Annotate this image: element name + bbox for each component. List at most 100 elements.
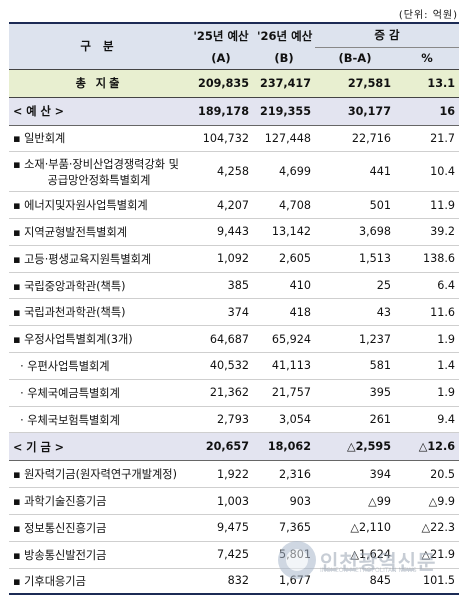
cell-diff: 1,513 <box>315 245 395 273</box>
cell-pct: 11.6 <box>395 298 460 327</box>
row-label: ▪ 정보통신진흥기금 <box>9 514 189 542</box>
row-label: · 우체국보험특별회계 <box>9 406 189 434</box>
cell-pct: 20.5 <box>395 460 460 489</box>
row-label-line1: ▪ 소재·부품·장비산업경쟁력강화 및 <box>13 157 179 171</box>
cell-diff: 845 <box>315 568 395 596</box>
row-label: ▪ 지역균형발전특별회계 <box>9 218 189 246</box>
cell-a: 1,922 <box>189 460 253 489</box>
table-row: ▪ 고등·평생교육지원특별회계 1,092 2,605 1,513 138.6 <box>9 245 460 273</box>
cell-b: 219,355 <box>253 96 315 126</box>
cell-a: 40,532 <box>189 352 253 380</box>
row-label: ▪ 고등·평생교육지원특별회계 <box>9 245 189 273</box>
cell-pct: 138.6 <box>395 245 460 273</box>
cell-pct: △22.3 <box>395 514 460 542</box>
cell-a: 9,443 <box>189 218 253 246</box>
cell-diff: △2,110 <box>315 514 395 542</box>
cell-b: 2,605 <box>253 245 315 273</box>
cell-pct: △12.6 <box>395 432 460 462</box>
cell-a: 104,732 <box>189 125 253 153</box>
cell-b: 410 <box>253 272 315 300</box>
cell-pct: △21.9 <box>395 541 460 569</box>
table-row: ▪ 정보통신진흥기금 9,475 7,365 △2,110 △22.3 <box>9 514 460 542</box>
cell-diff: 395 <box>315 379 395 407</box>
cell-a: 1,003 <box>189 487 253 516</box>
row-label: ▪ 에너지및자원사업특별회계 <box>9 191 189 220</box>
row-label: ▪ 과학기술진흥기금 <box>9 487 189 516</box>
unit-note: (단위: 억원) <box>398 10 458 21</box>
cell-diff: 43 <box>315 298 395 327</box>
header-2025: '25년 예산 <box>189 22 253 47</box>
cell-b: 21,757 <box>253 379 315 407</box>
header-change: 증 감 <box>315 22 460 48</box>
cell-pct: 39.2 <box>395 218 460 246</box>
table-row: · 우체국보험특별회계 2,793 3,054 261 9.4 <box>9 406 460 434</box>
cell-diff: 3,698 <box>315 218 395 246</box>
cell-b: 4,699 <box>253 151 315 193</box>
budget-table-body: 구 분 '25년 예산 '26년 예산 증 감 (A) (B) (B-A) % … <box>9 22 460 596</box>
cell-b: 237,417 <box>253 68 315 98</box>
section-row: < 기 금 >20,657 18,062 △2,595 △12.6 <box>9 432 460 462</box>
cell-diff: 22,716 <box>315 125 395 153</box>
cell-pct: 1.9 <box>395 325 460 354</box>
row-label: ▪ 국립과천과학관(책특) <box>9 298 189 327</box>
cell-diff: △2,595 <box>315 432 395 462</box>
cell-b: 418 <box>253 298 315 327</box>
header-2025-sub: (A) <box>189 47 253 70</box>
cell-a: 4,207 <box>189 191 253 220</box>
cell-diff: 441 <box>315 151 395 193</box>
cell-diff: 261 <box>315 406 395 434</box>
table-row: ▪ 기후대응기금 832 1,677 845 101.5 <box>9 568 460 596</box>
table-row: ▪ 국립중앙과학관(책특) 385 410 25 6.4 <box>9 272 460 300</box>
table-row: · 우편사업특별회계 40,532 41,113 581 1.4 <box>9 352 460 380</box>
row-label: ▪ 일반회계 <box>9 125 189 153</box>
cell-a: 385 <box>189 272 253 300</box>
row-label: ▪ 기후대응기금 <box>9 568 189 596</box>
table-row: ▪ 원자력기금(원자력연구개발계정) 1,922 2,316 394 20.5 <box>9 460 460 489</box>
cell-pct: 9.4 <box>395 406 460 434</box>
cell-b: 127,448 <box>253 125 315 153</box>
cell-b: 18,062 <box>253 432 315 462</box>
cell-b: 1,677 <box>253 568 315 596</box>
table-row: · 우체국예금특별회계 21,362 21,757 395 1.9 <box>9 379 460 407</box>
cell-b: 4,708 <box>253 191 315 220</box>
row-label: ▪ 원자력기금(원자력연구개발계정) <box>9 460 189 489</box>
cell-diff: 581 <box>315 352 395 380</box>
table-row: ▪ 방송통신발전기금 7,425 5,801 △1,624 △21.9 <box>9 541 460 569</box>
budget-table: 구 분 '25년 예산 '26년 예산 증 감 (A) (B) (B-A) % … <box>9 22 460 596</box>
row-label: < 예 산 > <box>9 96 189 126</box>
header-2026-sub: (B) <box>253 47 315 70</box>
row-label: ▪ 우정사업특별회계(3개) <box>9 325 189 354</box>
cell-a: 20,657 <box>189 432 253 462</box>
table-row: ▪ 에너지및자원사업특별회계 4,207 4,708 501 11.9 <box>9 191 460 220</box>
cell-pct: 13.1 <box>395 68 460 98</box>
header-item: 구 분 <box>9 22 189 70</box>
cell-pct: 21.7 <box>395 125 460 153</box>
cell-diff: 501 <box>315 191 395 220</box>
cell-diff: 1,237 <box>315 325 395 354</box>
cell-a: 4,258 <box>189 151 253 193</box>
cell-pct: △9.9 <box>395 487 460 516</box>
cell-a: 64,687 <box>189 325 253 354</box>
cell-pct: 6.4 <box>395 272 460 300</box>
table-row: ▪ 과학기술진흥기금 1,003 903 △99 △9.9 <box>9 487 460 516</box>
cell-b: 903 <box>253 487 315 516</box>
row-label-line2: 공급망안정화특별회계 <box>47 173 151 187</box>
cell-b: 13,142 <box>253 218 315 246</box>
table-row: ▪ 지역균형발전특별회계 9,443 13,142 3,698 39.2 <box>9 218 460 246</box>
cell-diff: 394 <box>315 460 395 489</box>
cell-b: 41,113 <box>253 352 315 380</box>
cell-diff: △1,624 <box>315 541 395 569</box>
cell-pct: 10.4 <box>395 151 460 193</box>
cell-pct: 11.9 <box>395 191 460 220</box>
cell-a: 7,425 <box>189 541 253 569</box>
cell-a: 9,475 <box>189 514 253 542</box>
cell-pct: 16 <box>395 96 460 126</box>
cell-a: 21,362 <box>189 379 253 407</box>
row-label: ▪ 방송통신발전기금 <box>9 541 189 569</box>
row-label: ▪ 국립중앙과학관(책특) <box>9 272 189 300</box>
cell-pct: 101.5 <box>395 568 460 596</box>
table-row: ▪ 우정사업특별회계(3개) 64,687 65,924 1,237 1.9 <box>9 325 460 354</box>
header-2026: '26년 예산 <box>253 22 315 47</box>
cell-diff: 27,581 <box>315 68 395 98</box>
